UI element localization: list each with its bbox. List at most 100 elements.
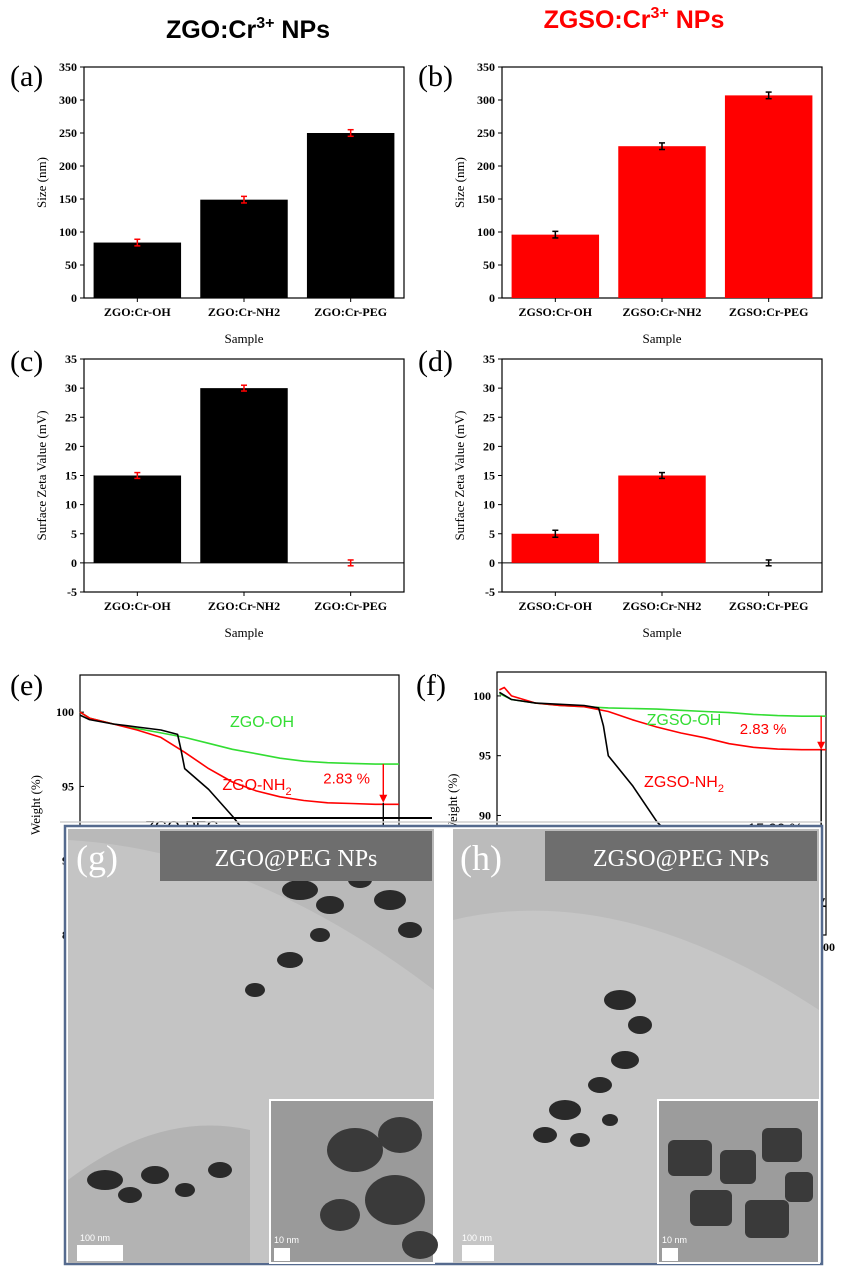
micrograph-g-scale-text: 100 nm	[80, 1233, 110, 1243]
category-label-c-1: ZGO:Cr-OH	[104, 599, 172, 613]
y-axis-title-f: Weight (%)	[445, 774, 460, 834]
x-axis-title-c: Sample	[225, 625, 264, 640]
x-axis-title-d: Sample	[643, 625, 682, 640]
y-tick-label-d: 20	[483, 439, 495, 453]
y-tick-label-b: 50	[483, 258, 495, 272]
x-axis-title-b: Sample	[643, 331, 682, 346]
arrow-head-e-1	[379, 794, 388, 803]
annotation-f-1: 2.83 %	[740, 721, 787, 738]
y-tick-label-d: 30	[483, 381, 495, 395]
y-tick-label-c: 0	[71, 556, 77, 570]
micrograph-h-scale-bar	[462, 1245, 494, 1261]
y-tick-label-e: 100	[56, 705, 74, 719]
y-tick-label-d: -5	[485, 585, 495, 599]
micrograph-g: ZGO@PEG NPs (g) 100 nm 10 nm	[68, 829, 438, 1264]
y-tick-label-d: 15	[483, 469, 495, 483]
micrograph-h-title: ZGSO@PEG NPs	[593, 846, 769, 872]
category-label-c-3: ZGO:Cr-PEG	[314, 599, 387, 613]
annotation-e-1: 2.83 %	[323, 770, 370, 787]
y-tick-label-a: 250	[59, 126, 77, 140]
panel-label-c: (c)	[10, 345, 43, 378]
micrograph-h-title-box	[545, 831, 817, 881]
y-tick-label-c: 30	[65, 381, 77, 395]
panel-d: -5 0 5 10 15 20 25 30 35 ZGSO:Cr-OH ZGSO:Cr-NH2 ZGS…	[418, 345, 823, 640]
y-axis-title-e: Weight (%)	[28, 775, 43, 835]
left-column-header: ZGO:Cr3+ NPs	[166, 15, 330, 44]
micrograph-g-inset-particles	[320, 1117, 438, 1259]
micrograph-g-scale-bar	[77, 1245, 123, 1261]
micrograph-h-inset-scale-text: 10 nm	[662, 1235, 687, 1245]
panel-a: 0 50 100 150 200 250 300 350 ZGO:Cr-OH ZGO:Cr-NH2…	[10, 60, 405, 346]
micrograph-g-particles	[87, 872, 422, 1203]
category-label-a-1: ZGO:Cr-OH	[104, 305, 172, 319]
category-label-b-1: ZGSO:Cr-OH	[519, 305, 593, 319]
y-tick-label-d: 35	[483, 352, 495, 366]
y-tick-label-a: 50	[65, 258, 77, 272]
right-column-header: ZGSO:Cr3+ NPs	[544, 5, 725, 34]
y-tick-label-a: 0	[71, 291, 77, 305]
micrograph-g-title-box	[160, 831, 432, 881]
bar-a-1	[93, 242, 182, 298]
bar-a-3	[306, 133, 395, 298]
micrograph-g-title: ZGO@PEG NPs	[215, 846, 378, 872]
panel-c: -5 0 5 10 15 20 25 30 35 ZGO:Cr-OH ZGO:Cr-NH2 ZGO:C…	[10, 345, 405, 640]
series-line-f-2	[499, 686, 826, 751]
series-line-e-2	[79, 711, 399, 806]
series-label-e-1: ZGO-OH	[230, 714, 294, 731]
category-label-a-2: ZGO:Cr-NH2	[208, 305, 280, 319]
panel-label-e: (e)	[10, 669, 43, 702]
series-label-f-2: ZGSO-NH2	[644, 774, 724, 795]
y-tick-label-f: 90	[479, 808, 491, 822]
y-tick-label-b: 0	[489, 291, 495, 305]
category-label-d-2: ZGSO:Cr-NH2	[623, 599, 702, 613]
micrograph-h-scale-text: 100 nm	[462, 1233, 492, 1243]
micrograph-g-film-edge	[68, 1125, 250, 1263]
y-tick-label-a: 300	[59, 93, 77, 107]
y-tick-label-b: 150	[477, 192, 495, 206]
micrograph-h-particles	[533, 990, 652, 1147]
category-label-d-1: ZGSO:Cr-OH	[519, 599, 593, 613]
y-tick-label-a: 350	[59, 60, 77, 74]
bar-c-1	[93, 475, 182, 563]
category-label-b-2: ZGSO:Cr-NH2	[623, 305, 702, 319]
y-tick-label-b: 200	[477, 159, 495, 173]
y-tick-label-d: 10	[483, 498, 495, 512]
x-axis-title-a: Sample	[225, 331, 264, 346]
y-axis-title-a: Size (nm)	[34, 157, 49, 208]
panel-label-b: (b)	[418, 60, 453, 93]
bar-b-3	[724, 95, 813, 298]
y-tick-label-e: 95	[62, 779, 74, 793]
y-tick-label-b: 100	[477, 225, 495, 239]
bar-d-1	[511, 533, 600, 563]
y-tick-label-b: 300	[477, 93, 495, 107]
micrograph-g-inset-scale-text: 10 nm	[274, 1235, 299, 1245]
y-tick-label-c: 25	[65, 410, 77, 424]
micrograph-h-inset-particles	[668, 1128, 813, 1238]
panel-b: 0 50 100 150 200 250 300 350 ZGSO:Cr-OH ZGSO:Cr-N…	[418, 60, 823, 346]
y-tick-label-a: 100	[59, 225, 77, 239]
y-tick-label-d: 25	[483, 410, 495, 424]
micrograph-h-inset-scale-bar	[662, 1248, 678, 1261]
y-tick-label-b: 350	[477, 60, 495, 74]
y-axis-title-b: Size (nm)	[452, 157, 467, 208]
category-label-a-3: ZGO:Cr-PEG	[314, 305, 387, 319]
y-axis-title-c: Surface Zeta Value (mV)	[34, 410, 49, 540]
y-tick-label-a: 200	[59, 159, 77, 173]
y-tick-label-c: 20	[65, 439, 77, 453]
micrograph-h-label: (h)	[460, 838, 502, 878]
bar-b-1	[511, 234, 600, 298]
panel-label-f: (f)	[416, 669, 446, 702]
y-tick-label-c: 35	[65, 352, 77, 366]
series-label-f-1: ZGSO-OH	[647, 712, 722, 729]
arrow-head-f-1	[817, 741, 826, 750]
y-tick-label-c: -5	[67, 585, 77, 599]
category-label-c-2: ZGO:Cr-NH2	[208, 599, 280, 613]
category-label-b-3: ZGSO:Cr-PEG	[729, 305, 809, 319]
y-tick-label-f: 95	[479, 749, 491, 763]
y-tick-label-f: 100	[473, 689, 491, 703]
y-tick-label-d: 5	[489, 527, 495, 541]
micrograph-g-label: (g)	[76, 838, 118, 878]
micrograph-g-inset-scale-bar	[274, 1248, 290, 1261]
y-tick-label-c: 15	[65, 469, 77, 483]
bar-b-2	[618, 146, 706, 298]
